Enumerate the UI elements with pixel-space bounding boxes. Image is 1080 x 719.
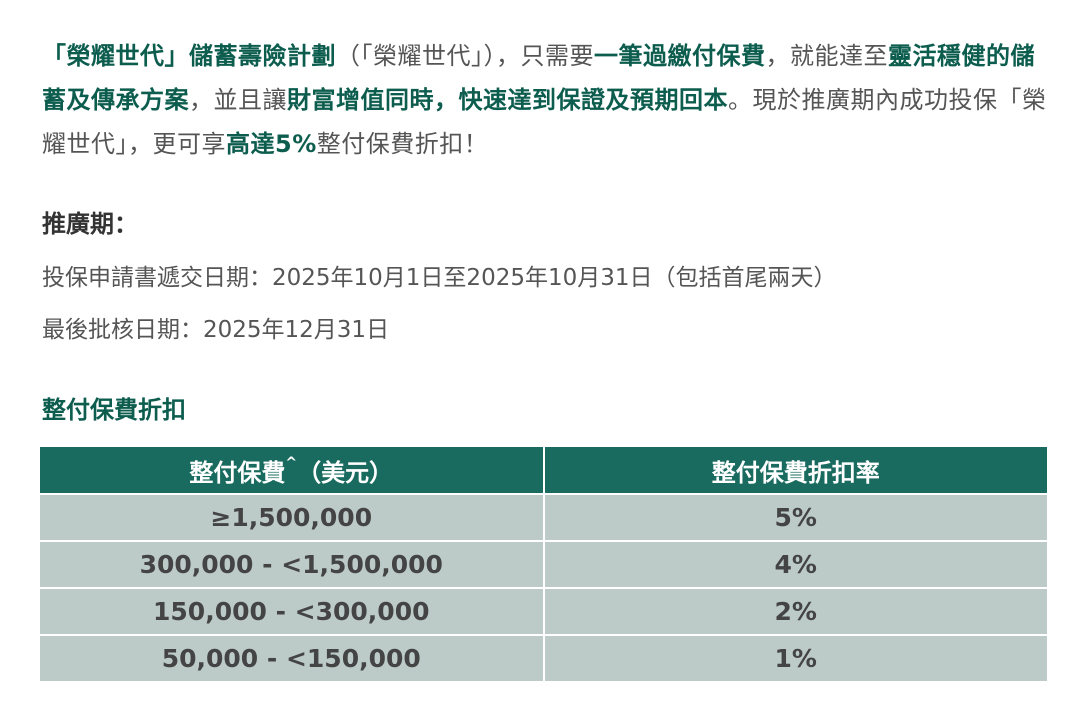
table-row: 150,000 - <300,000 2% bbox=[40, 587, 1047, 635]
promo-period-heading: 推廣期： bbox=[42, 210, 138, 238]
header-premium: 整付保費^（美元） bbox=[40, 447, 545, 494]
rate-cell: 4% bbox=[543, 540, 1047, 588]
intro-text-3: ，並且讓 bbox=[189, 86, 287, 114]
header-premium-unit: （美元） bbox=[297, 458, 394, 487]
table-header-row: 整付保費^（美元） 整付保費折扣率 bbox=[40, 447, 1047, 494]
table-row: 50,000 - <150,000 1% bbox=[40, 634, 1047, 681]
intro-text-5: 整付保費折扣！ bbox=[316, 130, 489, 158]
discount-highlight: 高達5% bbox=[226, 130, 317, 158]
single-premium-highlight: 一筆過繳付保費 bbox=[594, 42, 766, 70]
rate-cell: 1% bbox=[543, 634, 1047, 681]
discount-table-title: 整付保費折扣 bbox=[42, 396, 186, 424]
intro-paragraph: 「榮耀世代」儲蓄壽險計劃（「榮耀世代」），只需要一筆過繳付保費，就能達至靈活穩健… bbox=[42, 34, 1052, 166]
premium-cell: 300,000 - <1,500,000 bbox=[40, 540, 545, 588]
header-rate: 整付保費折扣率 bbox=[543, 447, 1047, 494]
header-premium-mark: ^ bbox=[285, 454, 298, 471]
savings-plan-highlight: 靈活穩健的儲蓄及傳承方案 bbox=[42, 42, 1035, 114]
intro-text-2: ，就能達至 bbox=[765, 42, 888, 70]
plan-name: 「榮耀世代」儲蓄壽險計劃 bbox=[42, 42, 336, 70]
header-premium-label: 整付保費 bbox=[189, 458, 286, 487]
table-row: ≥1,500,000 5% bbox=[40, 493, 1047, 541]
breakeven-highlight: 財富增值同時，快速達到保證及預期回本 bbox=[287, 86, 728, 114]
premium-cell: ≥1,500,000 bbox=[40, 493, 545, 541]
approval-date: 最後批核日期：2025年12月31日 bbox=[42, 317, 390, 343]
submission-date: 投保申請書遞交日期：2025年10月1日至2025年10月31日（包括首尾兩天） bbox=[42, 265, 837, 291]
intro-text-4: 。現於推廣期內成功投保「榮耀世代」，更可享 bbox=[42, 86, 1047, 158]
intro-text-1: （「榮耀世代」），只需要 bbox=[336, 42, 594, 70]
table-row: 300,000 - <1,500,000 4% bbox=[40, 540, 1047, 588]
discount-table: 整付保費^（美元） 整付保費折扣率 ≥1,500,000 5% 300,000 … bbox=[40, 447, 1047, 681]
premium-cell: 50,000 - <150,000 bbox=[40, 634, 545, 681]
premium-cell: 150,000 - <300,000 bbox=[40, 587, 545, 635]
rate-cell: 5% bbox=[543, 493, 1047, 541]
rate-cell: 2% bbox=[543, 587, 1047, 635]
